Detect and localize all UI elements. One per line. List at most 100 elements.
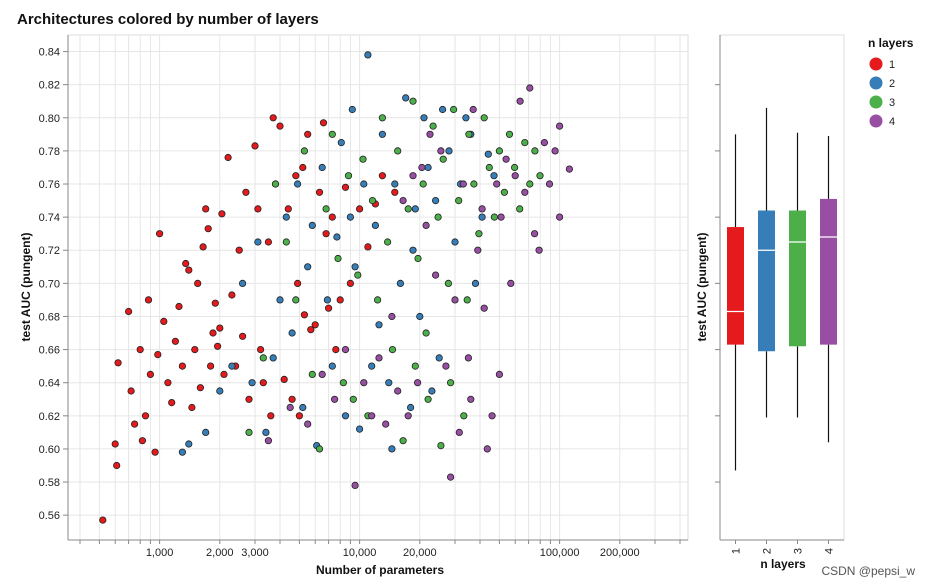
- scatter-point-layers-1: [235, 246, 243, 254]
- scatter-point-layers-4: [404, 412, 412, 420]
- scatter-point-layers-3: [460, 412, 468, 420]
- scatter-point-layers-2: [391, 180, 399, 188]
- scatter-point-layers-3: [259, 354, 267, 362]
- scatter-point-layers-1: [242, 188, 250, 196]
- scatter-point-layers-4: [502, 155, 510, 163]
- scatter-point-layers-2: [348, 105, 356, 114]
- scatter-point-layers-1: [209, 329, 217, 337]
- scatter-point-layers-2: [269, 354, 277, 362]
- scatter-point-layers-4: [304, 420, 312, 428]
- y-tick-label: 0.56: [39, 510, 60, 522]
- scatter-point-layers-1: [256, 345, 265, 354]
- scatter-point-layers-1: [224, 153, 232, 162]
- scatter-point-layers-4: [382, 420, 390, 428]
- scatter-point-layers-2: [431, 197, 440, 205]
- scatter-point-layers-1: [125, 307, 133, 316]
- x-tick-label: 10,000: [343, 547, 377, 559]
- scatter-point-layers-3: [446, 379, 455, 387]
- scatter-point-layers-1: [299, 163, 307, 172]
- boxplot-y-axis-title: test AUC (pungent): [695, 233, 709, 342]
- scatter-point-layers-4: [330, 395, 339, 403]
- scatter-point-layers-4: [446, 473, 455, 481]
- scatter-point-layers-3: [429, 122, 437, 130]
- scatter-point-layers-1: [332, 345, 340, 354]
- boxplot-x-tick-label: 1: [731, 548, 743, 554]
- scatter-point-layers-1: [171, 337, 179, 345]
- scatter-point-layers-3: [470, 180, 478, 188]
- scatter-point-layers-4: [455, 428, 463, 436]
- scatter-point-layers-3: [409, 97, 417, 105]
- scatter-point-layers-1: [276, 122, 284, 130]
- scatter-point-layers-2: [385, 379, 393, 387]
- legend-swatch-1: [869, 57, 883, 71]
- scatter-point-layers-4: [516, 97, 524, 105]
- scatter-point-layers-4: [351, 481, 359, 489]
- scatter-point-layers-4: [431, 271, 440, 279]
- scatter-point-layers-2: [406, 403, 415, 412]
- scatter-point-layers-1: [136, 345, 144, 354]
- scatter-point-layers-1: [245, 395, 253, 403]
- boxplot-panel: 1 2 3 4 n layers test AUC (pungent): [695, 34, 845, 571]
- scatter-point-layers-1: [156, 230, 164, 238]
- scatter-point-layers-1: [168, 398, 176, 407]
- scatter-point-layers-2: [484, 150, 492, 158]
- boxplot-axes: 1 2 3 4: [715, 35, 844, 554]
- scatter-point-layers-2: [328, 362, 336, 370]
- y-tick-label: 0.74: [39, 212, 60, 224]
- scatter-panel: 0.56 0.58 0.60 0.62 0.64 0.66 0.68 0.70 0.72 0.74…: [19, 34, 689, 577]
- scatter-point-layers-1: [328, 213, 336, 221]
- scatter-point-layers-3: [495, 147, 503, 155]
- scatter-point-layers-1: [295, 412, 303, 420]
- scatter-point-layers-3: [465, 130, 473, 138]
- scatter-point-layers-3: [521, 139, 529, 147]
- scatter-point-layers-3: [424, 395, 432, 403]
- scatter-point-layers-3: [422, 329, 430, 337]
- scatter-point-layers-1: [185, 266, 193, 274]
- scatter-point-layers-4: [540, 139, 549, 147]
- scatter-point-layers-2: [364, 51, 372, 59]
- scatter-point-layers-3: [308, 370, 316, 378]
- boxplot-x-tick-label: 2: [762, 548, 774, 554]
- scatter-point-layers-1: [355, 205, 364, 213]
- scatter-point-layers-2: [435, 354, 443, 362]
- scatter-point-layers-2: [451, 238, 459, 246]
- scatter-point-layers-2: [323, 296, 331, 304]
- legend-swatch-2: [869, 76, 883, 90]
- box-1: [727, 227, 744, 345]
- scatter-point-layers-2: [471, 279, 480, 287]
- scatter-point-layers-2: [478, 213, 486, 221]
- scatter-point-layers-1: [182, 259, 190, 268]
- legend-label-3: 3: [889, 97, 895, 109]
- legend-swatch-4: [869, 114, 883, 128]
- scatter-point-layers-4: [368, 412, 376, 420]
- scatter-point-layers-1: [264, 238, 272, 246]
- scatter-point-layers-2: [337, 139, 345, 147]
- scatter-point-layers-2: [178, 448, 186, 456]
- scatter-point-layers-1: [194, 279, 202, 287]
- scatter-point-layers-4: [480, 304, 488, 312]
- scatter-point-layers-1: [144, 296, 153, 304]
- scatter-point-layers-2: [308, 221, 316, 229]
- scatter-point-layers-2: [248, 379, 256, 387]
- scatter-point-layers-2: [438, 105, 447, 114]
- scatter-plot-area: [67, 34, 689, 541]
- scatter-point-layers-1: [178, 362, 186, 370]
- scatter-point-layers-3: [485, 163, 493, 172]
- y-tick-label: 0.70: [39, 278, 60, 290]
- y-tick-label: 0.64: [39, 378, 60, 390]
- scatter-point-layers-4: [264, 437, 272, 445]
- scatter-point-layers-3: [368, 197, 377, 205]
- scatter-point-layers-4: [426, 130, 434, 138]
- scatter-point-layers-4: [286, 403, 294, 412]
- scatter-point-layers-2: [318, 163, 326, 172]
- scatter-point-layers-1: [254, 205, 262, 213]
- scatter-point-layers-2: [445, 147, 453, 155]
- scatter-point-layers-3: [394, 147, 402, 155]
- scatter-point-layers-3: [475, 230, 483, 238]
- scatter-point-layers-3: [334, 254, 342, 263]
- scatter-point-layers-1: [315, 188, 324, 196]
- scatter-point-layers-4: [555, 122, 564, 130]
- y-tick-label: 0.72: [39, 245, 60, 257]
- scatter-point-layers-2: [333, 233, 341, 241]
